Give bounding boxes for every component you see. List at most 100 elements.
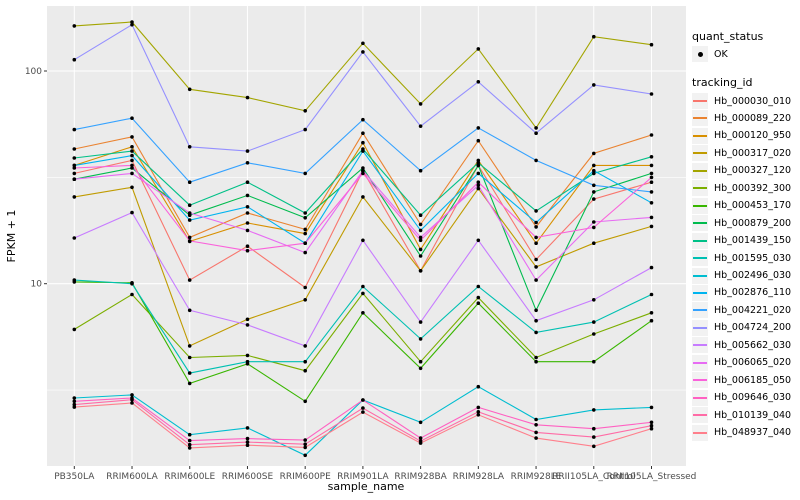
x-tick-label: RRIM928LA — [453, 472, 505, 482]
data-point-marker — [592, 225, 596, 230]
data-point-marker — [534, 241, 538, 245]
data-point-marker — [130, 153, 134, 158]
data-point-marker — [361, 284, 365, 289]
data-point-marker — [130, 397, 134, 402]
legend-item-label: Hb_009646_030 — [714, 392, 792, 404]
data-point-marker — [418, 441, 423, 445]
data-point-marker — [303, 399, 308, 404]
legend: quant_status OK tracking_id Hb_000030_01… — [692, 0, 800, 500]
data-point-marker — [130, 163, 134, 168]
data-point-marker — [245, 443, 250, 448]
data-point-marker — [476, 161, 481, 165]
x-tick-label: RRIM928BA — [394, 472, 447, 482]
data-point-marker — [592, 34, 596, 39]
data-point-marker — [130, 158, 134, 163]
data-point-marker — [245, 436, 250, 441]
legend-item: Hb_000392_300 — [692, 180, 792, 197]
data-point-marker — [245, 95, 250, 100]
legend-item-label: Hb_000089_220 — [714, 112, 792, 124]
legend-key-swatch — [692, 424, 708, 441]
data-point-marker — [592, 83, 596, 87]
legend-key-swatch — [692, 319, 708, 336]
data-point-marker — [534, 126, 538, 130]
data-point-marker — [245, 353, 250, 358]
legend-item: Hb_002496_030 — [692, 267, 792, 284]
y-tick-label: 100 — [25, 67, 42, 77]
legend-item: Hb_000453_170 — [692, 197, 791, 214]
data-point-marker — [303, 285, 308, 290]
legend-key-swatch — [692, 110, 708, 127]
data-point-marker — [649, 201, 654, 205]
data-point-marker — [72, 405, 77, 409]
legend-item-label: Hb_002496_030 — [714, 270, 792, 281]
legend-key-swatch — [692, 197, 708, 214]
data-point-marker — [130, 20, 134, 24]
legend-key-swatch — [692, 180, 708, 197]
data-point-marker — [592, 151, 596, 156]
data-point-marker — [187, 211, 192, 215]
x-axis-title: sample_name — [328, 480, 405, 493]
data-point-marker — [534, 265, 538, 269]
data-point-marker — [303, 241, 308, 245]
data-point-marker — [649, 224, 654, 229]
data-point-marker — [361, 131, 365, 135]
data-point-marker — [361, 41, 365, 46]
data-point-marker — [245, 323, 250, 327]
data-point-marker — [72, 236, 77, 240]
data-point-marker — [303, 127, 308, 132]
legend-item-label: Hb_000030_010 — [714, 95, 792, 107]
data-point-marker — [592, 320, 596, 324]
data-point-marker — [130, 292, 134, 297]
data-point-marker — [534, 235, 538, 240]
legend-item-label: Hb_010139_040 — [714, 409, 792, 421]
legend-item: Hb_005662_030 — [692, 337, 791, 354]
legend-item-label: Hb_000392_300 — [714, 182, 792, 194]
data-point-marker — [592, 163, 596, 168]
data-point-marker — [72, 57, 77, 62]
data-point-marker — [592, 171, 596, 176]
data-point-marker — [476, 405, 481, 410]
data-point-marker — [303, 216, 308, 220]
data-point-marker — [130, 166, 134, 170]
data-point-marker — [245, 149, 250, 153]
data-point-marker — [361, 291, 365, 296]
legend-key-swatch — [692, 145, 708, 162]
x-tick-label: RRII105LA_Stressed — [607, 472, 697, 482]
legend-item-label: Hb_000317_020 — [714, 147, 792, 159]
legend-item-label: Hb_006185_050 — [714, 374, 792, 386]
data-point-marker — [476, 163, 481, 168]
legend-key-swatch — [692, 162, 708, 179]
plot-panel — [47, 6, 686, 466]
data-point-marker — [534, 423, 538, 427]
data-point-marker — [534, 209, 538, 213]
data-point-marker — [592, 408, 596, 412]
data-point-marker — [187, 446, 192, 450]
data-point-marker — [245, 211, 250, 215]
legend-item: Hb_000327_120 — [692, 162, 791, 179]
legend-item: Hb_001439_150 — [692, 232, 791, 249]
data-point-marker — [361, 140, 365, 145]
data-point-marker — [534, 330, 538, 335]
data-point-marker — [245, 426, 250, 430]
legend-item-label: Hb_001595_030 — [714, 252, 792, 264]
data-point-marker — [187, 355, 192, 360]
data-point-marker — [592, 359, 596, 364]
data-point-marker — [534, 308, 538, 313]
data-point-marker — [361, 238, 365, 243]
data-point-marker — [187, 278, 192, 282]
data-point-marker — [245, 221, 250, 225]
data-point-marker — [245, 180, 250, 184]
data-point-marker — [72, 402, 77, 407]
data-point-marker — [534, 355, 538, 360]
data-point-marker — [649, 155, 654, 159]
legend-item-label: OK — [714, 48, 728, 60]
data-point-marker — [418, 213, 423, 217]
data-point-marker — [592, 197, 596, 201]
data-point-marker — [418, 436, 423, 440]
data-point-marker — [649, 190, 654, 194]
data-point-marker — [361, 398, 365, 402]
data-point-marker — [418, 269, 423, 273]
data-point-marker — [418, 222, 423, 227]
data-point-marker — [72, 166, 77, 170]
x-tick-label: PB350LA — [54, 472, 95, 482]
